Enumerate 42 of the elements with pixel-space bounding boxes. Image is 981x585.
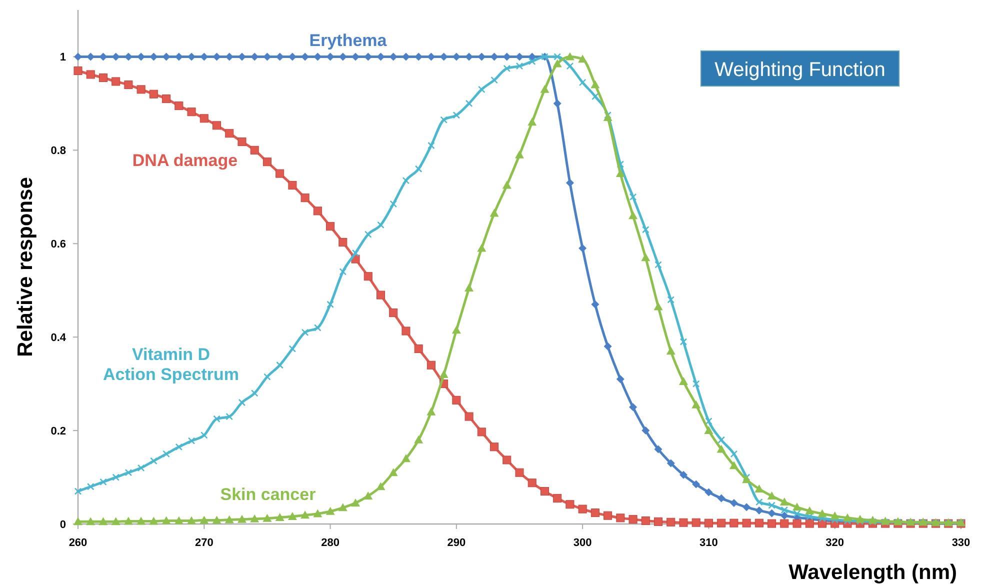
- annotation: Weighting Function: [714, 59, 886, 81]
- series-label: Vitamin D Action Spectrum: [102, 345, 240, 384]
- point: [553, 99, 562, 108]
- y-tick-label: 0.6: [50, 238, 66, 251]
- point: [578, 244, 587, 252]
- x-tick-label: 290: [447, 537, 466, 549]
- point: [704, 488, 713, 496]
- point: [755, 506, 764, 514]
- point: [742, 503, 751, 512]
- point: [768, 509, 776, 518]
- series-label: Skin cancer: [220, 485, 316, 504]
- point: [604, 342, 612, 350]
- series-label: DNA damage: [132, 151, 238, 170]
- series-label: Erythema: [309, 31, 388, 50]
- x-tick-label: 260: [68, 537, 88, 549]
- y-tick-label: 0: [60, 519, 66, 531]
- y-axis-title: Relative response: [14, 177, 37, 357]
- point: [780, 512, 788, 520]
- point: [566, 178, 574, 187]
- point: [516, 52, 524, 61]
- x-axis-title: Wavelength (nm): [788, 561, 957, 584]
- y-tick-label: 0.2: [50, 426, 66, 438]
- point: [666, 459, 675, 468]
- point: [642, 426, 650, 435]
- point: [616, 375, 624, 384]
- point: [692, 480, 700, 488]
- x-tick-label: 270: [194, 537, 214, 549]
- point: [679, 470, 688, 479]
- point: [654, 445, 662, 454]
- x-tick-label: 330: [952, 537, 970, 549]
- x-tick-label: 300: [573, 537, 592, 549]
- point: [591, 300, 600, 308]
- point: [629, 403, 638, 412]
- y-tick-label: 0.4: [50, 332, 67, 344]
- point: [717, 494, 726, 502]
- point: [74, 52, 82, 61]
- x-tick-label: 320: [826, 537, 844, 549]
- x-tick-label: 280: [321, 537, 340, 549]
- y-tick-label: 0.8: [50, 145, 66, 158]
- point: [730, 498, 738, 507]
- y-tick-label: 1: [60, 52, 66, 64]
- x-tick-label: 310: [700, 537, 718, 549]
